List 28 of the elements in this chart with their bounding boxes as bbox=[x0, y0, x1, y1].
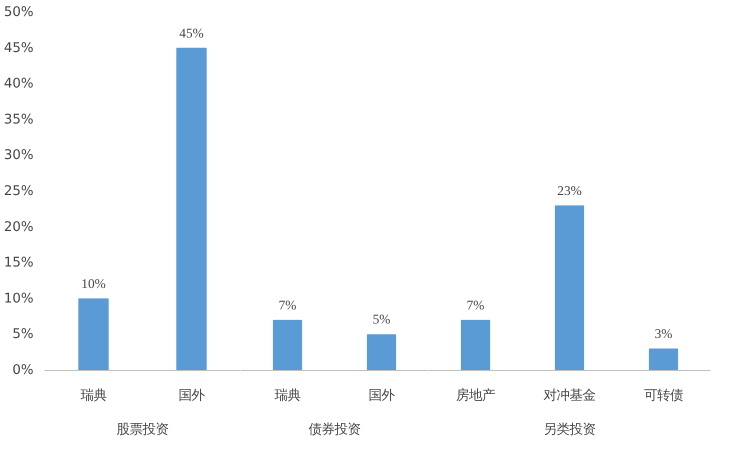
data-label: 3% bbox=[654, 326, 672, 342]
y-tick-label: 40% bbox=[4, 76, 34, 92]
x-tick-label: 国外 bbox=[368, 388, 394, 404]
x-tick-label: 房地产 bbox=[456, 388, 495, 404]
y-tick-label: 30% bbox=[4, 148, 34, 164]
x-tick-label: 可转债 bbox=[644, 388, 683, 404]
data-label: 7% bbox=[278, 297, 296, 312]
y-tick-label: 10% bbox=[4, 291, 34, 306]
y-tick-label: 0% bbox=[12, 363, 34, 378]
y-tick-label: 35% bbox=[4, 112, 34, 128]
data-label: 45% bbox=[179, 25, 204, 40]
x-axis-title: 另类投资 bbox=[544, 422, 596, 438]
x-tick-label: 对冲基金 bbox=[544, 388, 596, 404]
data-label: 5% bbox=[372, 312, 390, 327]
data-label: 10% bbox=[81, 276, 106, 291]
x-tick-label: 瑞典 bbox=[274, 388, 300, 404]
y-tick-label: 25% bbox=[4, 184, 34, 199]
y-tick-label: 5% bbox=[12, 327, 34, 342]
x-axis-title: 股票投资 bbox=[116, 422, 168, 438]
data-label: 7% bbox=[466, 297, 484, 312]
x-axis-title: 债券投资 bbox=[308, 422, 360, 438]
y-tick-label: 45% bbox=[4, 40, 34, 56]
data-label: 23% bbox=[557, 182, 582, 198]
y-tick-label: 20% bbox=[4, 220, 34, 235]
y-tick-label: 15% bbox=[4, 256, 34, 271]
x-tick-label: 瑞典 bbox=[80, 388, 106, 404]
y-tick-label: 50% bbox=[4, 5, 34, 20]
x-tick-label: 国外 bbox=[178, 388, 204, 404]
